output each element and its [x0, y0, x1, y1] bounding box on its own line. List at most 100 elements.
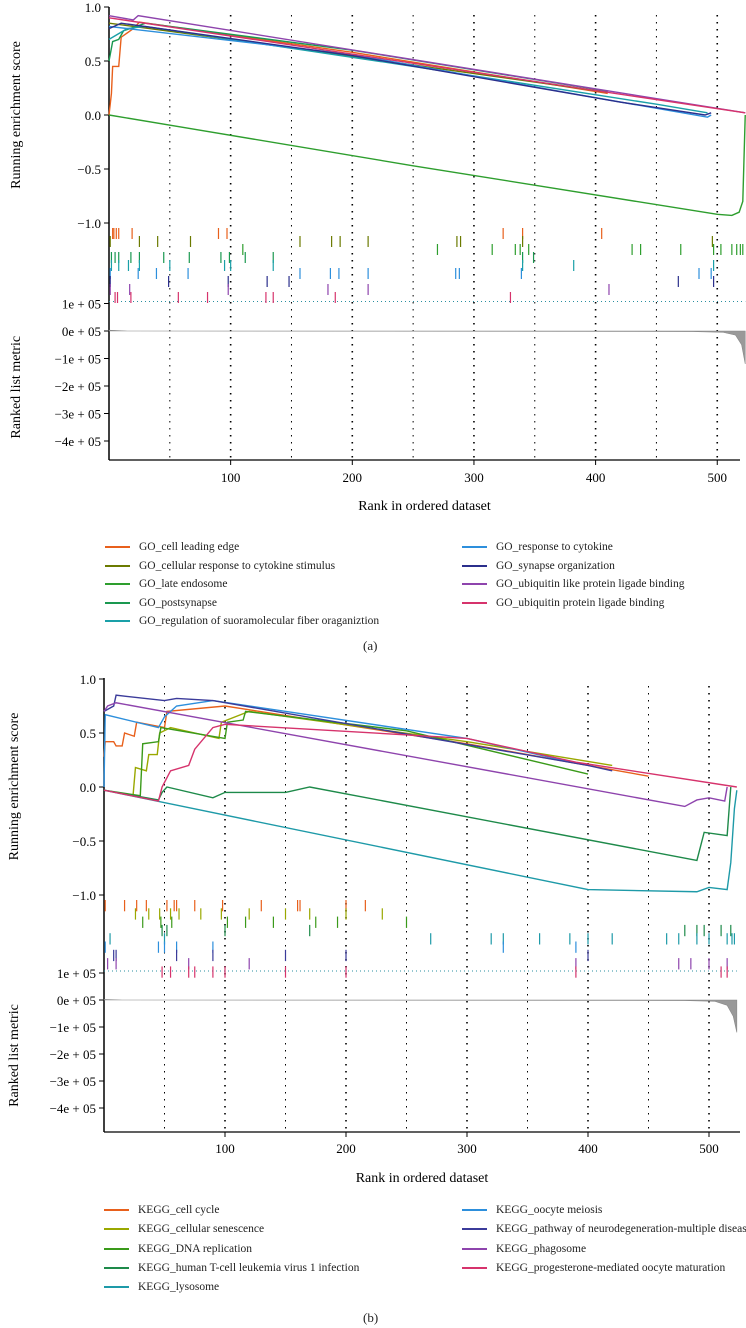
enrichment-line-2 — [108, 114, 746, 217]
legend-swatch — [104, 1228, 129, 1231]
legend-swatch — [104, 1266, 129, 1269]
x-tick-label: 100 — [215, 1141, 235, 1156]
x-tick-label: 200 — [343, 470, 363, 485]
legend-item: KEGG_DNA replication — [104, 1243, 252, 1255]
metric-tick-label: −3e + 05 — [55, 407, 101, 422]
legend-label: KEGG_cell cycle — [138, 1204, 220, 1216]
enrichment-line-8 — [108, 17, 746, 114]
enrichment-line-2 — [103, 710, 589, 797]
enrichment-line-4 — [103, 789, 738, 893]
x-tick-label: 500 — [708, 470, 728, 485]
x-tick-label: 400 — [586, 470, 606, 485]
metric-tick-label: −2e + 05 — [50, 1047, 96, 1062]
legend-item: KEGG_progesterone-mediated oocyte matura… — [462, 1262, 725, 1274]
y-axis-title: Running enrichment score — [9, 41, 24, 189]
legend-item: KEGG_cell cycle — [104, 1204, 219, 1216]
legend-item: KEGG_cellular senescence — [104, 1223, 264, 1235]
legend-item: GO_synapse organization — [462, 560, 615, 572]
legend-swatch — [462, 1247, 487, 1250]
enrichment-line-7 — [103, 702, 728, 808]
metric-tick-label: 1e + 05 — [62, 297, 101, 312]
x-tick-label: 500 — [699, 1141, 719, 1156]
enrichment-line-0 — [108, 21, 608, 116]
legend-swatch — [105, 601, 130, 604]
legend-item: KEGG_lysosome — [104, 1281, 219, 1293]
metric-tick-label: −1e + 05 — [55, 352, 101, 367]
legend-swatch — [462, 1266, 487, 1269]
enrichment-line-4 — [108, 25, 708, 114]
legend-swatch — [462, 564, 487, 567]
legend-swatch — [462, 1228, 487, 1231]
legend-label: GO_regulation of suoramolecular fiber or… — [139, 615, 380, 627]
legend-swatch — [105, 546, 130, 548]
y-tick-label: −0.5 — [77, 162, 101, 177]
legend-item: GO_cell leading edge — [105, 541, 239, 553]
legend-item: GO_response to cytokine — [462, 541, 613, 553]
y-tick-label: 0.5 — [85, 54, 101, 69]
y-tick-label: 1.0 — [85, 0, 101, 15]
legend-item: GO_ubiquitin protein ligade binding — [462, 597, 664, 609]
legend-swatch — [105, 564, 130, 567]
legend-item: GO_ubiquitin like protein ligade binding — [462, 578, 684, 590]
y-tick-label: −1.0 — [72, 888, 96, 903]
legend-label: KEGG_progesterone-mediated oocyte matura… — [496, 1261, 726, 1274]
legend-swatch — [105, 583, 130, 585]
y-tick-label: 1.0 — [80, 672, 96, 687]
legend-item: GO_regulation of suoramolecular fiber or… — [105, 615, 379, 627]
metric-axis-title: Ranked list metric — [7, 1004, 22, 1107]
x-tick-label: 400 — [578, 1141, 598, 1156]
legend-label: KEGG_DNA replication — [138, 1242, 253, 1255]
metric-tick-label: −4e + 05 — [55, 434, 101, 449]
legend-swatch — [104, 1247, 129, 1250]
legend-label: GO_postsynapse — [139, 596, 217, 609]
legend-label: KEGG_lysosome — [138, 1281, 220, 1294]
legend-label: GO_synapse organization — [496, 559, 615, 572]
legend-swatch — [462, 601, 487, 604]
legend-swatch — [462, 546, 487, 548]
legend-label: KEGG_human T-cell leukemia virus 1 infec… — [138, 1261, 360, 1274]
x-tick-label: 300 — [457, 1141, 477, 1156]
legend-label: GO_cellular response to cytokine stimulu… — [139, 559, 336, 572]
ranked-metric-area — [103, 999, 738, 1033]
metric-axis-title: Ranked list metric — [9, 336, 24, 439]
metric-tick-label: −3e + 05 — [50, 1074, 96, 1089]
legend-item: KEGG_human T-cell leukemia virus 1 infec… — [104, 1262, 359, 1274]
legend-label: KEGG_cellular senescence — [138, 1223, 265, 1236]
x-tick-label: 100 — [221, 470, 241, 485]
enrichment-line-8 — [103, 723, 737, 802]
legend-label: GO_ubiquitin like protein ligade binding — [496, 578, 685, 590]
metric-tick-label: −1e + 05 — [50, 1020, 96, 1035]
metric-tick-label: 1e + 05 — [57, 966, 96, 981]
legend-item: GO_cellular response to cytokine stimulu… — [105, 560, 335, 572]
legend-label: GO_response to cytokine — [496, 541, 613, 553]
enrichment-line-3 — [103, 786, 732, 862]
metric-tick-label: 0e + 05 — [57, 993, 96, 1008]
metric-tick-label: 0e + 05 — [62, 324, 101, 339]
enrichment-line-0 — [103, 705, 649, 777]
legend-label: GO_cell leading edge — [139, 541, 240, 553]
y-tick-label: 0.0 — [85, 108, 101, 123]
legend-item: KEGG_oocyte meiosis — [462, 1204, 602, 1216]
panel-label-b: (b) — [363, 1310, 379, 1325]
y-tick-label: 0.5 — [80, 726, 96, 741]
x-axis-title: Rank in ordered dataset — [356, 1171, 489, 1186]
x-tick-label: 300 — [464, 470, 484, 485]
legend-item: GO_postsynapse — [105, 597, 217, 609]
panel-label-a: (a) — [363, 638, 378, 653]
legend-label: GO_late endosome — [139, 578, 228, 590]
y-axis-title: Running enrichment score — [7, 713, 22, 861]
metric-tick-label: −2e + 05 — [55, 379, 101, 394]
y-tick-label: −1.0 — [77, 216, 101, 231]
enrichment-line-6 — [108, 22, 712, 116]
legend-label: GO_ubiquitin protein ligade binding — [496, 596, 665, 609]
legend-item: GO_late endosome — [105, 578, 227, 590]
metric-tick-label: −4e + 05 — [50, 1101, 96, 1116]
legend-swatch — [104, 1286, 129, 1289]
legend-item: KEGG_phagosome — [462, 1243, 586, 1255]
legend-label: KEGG_oocyte meiosis — [496, 1204, 603, 1216]
y-tick-label: 0.0 — [80, 780, 96, 795]
x-axis-title: Rank in ordered dataset — [358, 499, 491, 514]
enrichment-line-7 — [108, 14, 746, 114]
